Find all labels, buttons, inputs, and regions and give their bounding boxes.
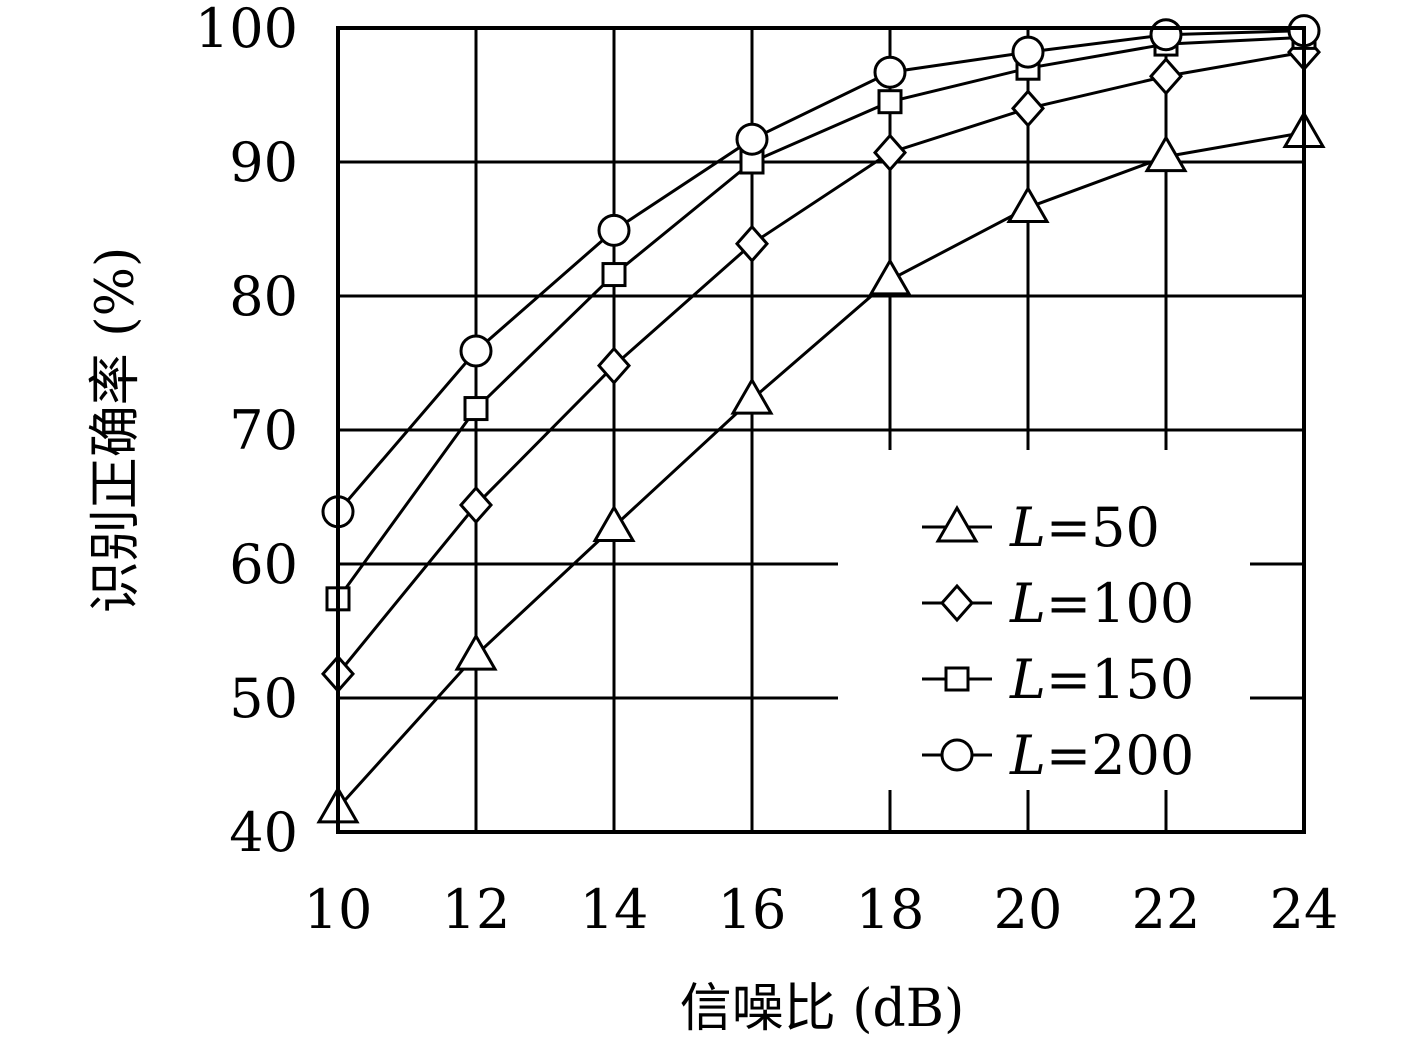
x-tick-label: 24	[1270, 878, 1339, 941]
data-point	[463, 396, 489, 422]
legend-entry: L=150	[922, 648, 1194, 711]
legend-marker	[939, 583, 975, 623]
series-line	[336, 35, 1305, 600]
series-line	[336, 29, 1305, 513]
x-tick-label: 22	[1132, 878, 1201, 941]
y-tick-label: 50	[229, 667, 298, 730]
legend-marker	[944, 666, 970, 692]
legend-marker	[935, 504, 979, 543]
tick-labels: 10 12 14 16 18 20 22 24 40 50 60 70 80 90 100	[195, 0, 1338, 941]
legend-marker	[940, 738, 974, 772]
legend-label: L=50	[1009, 496, 1160, 559]
data-point	[459, 334, 493, 368]
data-point	[872, 133, 908, 172]
data-point	[1011, 35, 1045, 69]
data-point	[592, 504, 636, 542]
data-point	[877, 89, 903, 115]
y-tick-label: 40	[229, 801, 298, 864]
y-axis-title: 识别正确率 (%)	[86, 247, 146, 614]
plot-frame	[336, 26, 1306, 834]
x-tick-label: 10	[304, 878, 373, 941]
legend-entry: L=200	[922, 724, 1194, 787]
data-point	[735, 122, 769, 156]
data-point	[601, 262, 627, 288]
x-tick-label: 16	[718, 878, 787, 941]
series-line	[336, 131, 1305, 809]
legend-entry: L=50	[922, 496, 1160, 559]
data-point	[730, 377, 774, 415]
axes	[336, 26, 1306, 834]
data-point	[458, 485, 494, 525]
data-point	[1149, 18, 1183, 52]
data-point	[597, 213, 631, 247]
x-tick-label: 14	[580, 878, 649, 941]
data-point	[596, 346, 632, 385]
data-point	[873, 55, 907, 89]
data-point	[1010, 89, 1046, 128]
y-tick-label: 80	[229, 265, 298, 328]
data-point	[1006, 185, 1050, 224]
x-axis-title: 信噪比 (dB)	[680, 979, 965, 1039]
legend-label: L=100	[1009, 572, 1194, 635]
legend-label: L=200	[1009, 724, 1194, 787]
data-point	[454, 633, 498, 671]
data-point	[1144, 134, 1188, 173]
x-tick-label: 12	[442, 878, 511, 941]
legend: L=50 L=100 L=150 L=200	[838, 450, 1250, 790]
legend-entry: L=100	[922, 572, 1194, 635]
data-point	[868, 257, 912, 296]
data-point	[734, 224, 770, 264]
series-line	[336, 50, 1305, 675]
x-tick-label: 18	[856, 878, 925, 941]
y-tick-label: 60	[229, 533, 298, 596]
series-layer	[316, 14, 1326, 824]
data-point	[1148, 56, 1184, 96]
y-tick-label: 90	[229, 131, 298, 194]
legend-label: L=150	[1009, 648, 1194, 711]
y-tick-label: 100	[195, 0, 298, 60]
x-tick-label: 20	[994, 878, 1063, 941]
series-circle	[321, 14, 1321, 529]
legend-background	[838, 450, 1250, 790]
y-tick-label: 70	[229, 399, 298, 462]
